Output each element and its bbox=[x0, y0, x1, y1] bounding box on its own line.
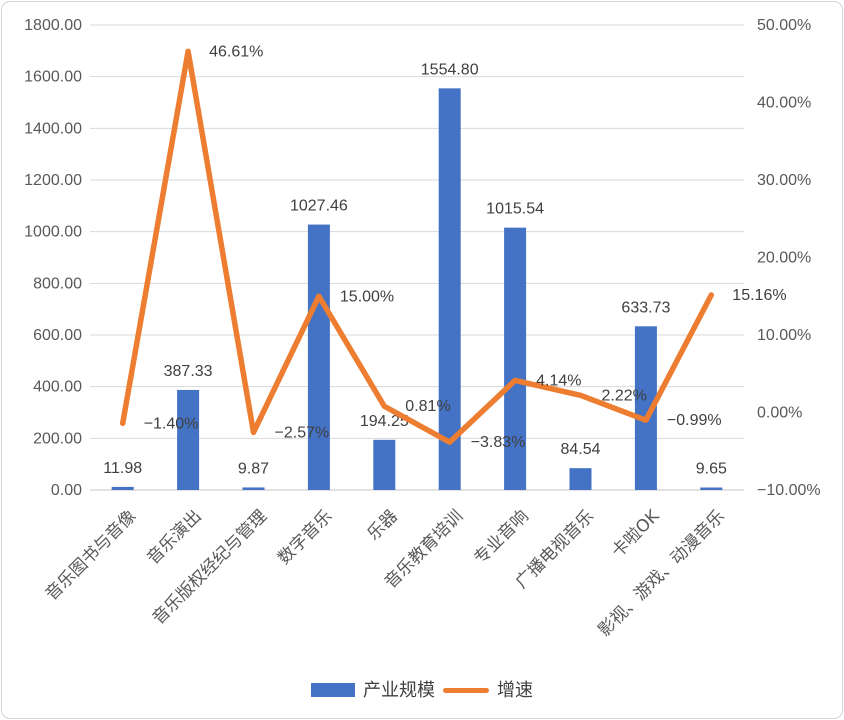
bar-label-5: 1554.80 bbox=[421, 61, 479, 78]
right-axis-tick: 10.00% bbox=[757, 327, 811, 344]
bar-4[interactable] bbox=[373, 439, 396, 490]
left-axis-tick: 1200.00 bbox=[24, 172, 82, 189]
bar-label-0: 11.98 bbox=[103, 460, 142, 477]
legend-item-industry-scale[interactable]: 产业规模 bbox=[363, 680, 435, 700]
left-axis-tick: 0.00 bbox=[51, 482, 82, 499]
category-label-1: 音乐演出 bbox=[143, 506, 205, 568]
left-axis-tick: 1600.00 bbox=[24, 69, 82, 86]
bar-6[interactable] bbox=[504, 227, 527, 490]
category-label-4: 乐器 bbox=[364, 506, 402, 544]
bar-0[interactable] bbox=[111, 486, 134, 490]
chart-legend: 产业规模 增速 bbox=[2, 678, 842, 702]
line-label-4: 0.81% bbox=[405, 398, 450, 415]
bar-label-2: 9.87 bbox=[238, 460, 269, 477]
right-axis-tick: 30.00% bbox=[757, 172, 811, 189]
bar-2[interactable] bbox=[242, 487, 265, 490]
category-label-0: 音乐图书与音像 bbox=[42, 506, 140, 604]
legend-item-growth-rate[interactable]: 增速 bbox=[497, 680, 533, 700]
line-label-5: −3.83% bbox=[471, 434, 526, 451]
bar-3[interactable] bbox=[307, 224, 330, 491]
right-axis-tick: 0.00% bbox=[757, 405, 802, 422]
bar-8[interactable] bbox=[634, 326, 657, 490]
right-axis-tick: 40.00% bbox=[757, 95, 811, 112]
line-label-6: 4.14% bbox=[536, 372, 581, 389]
line-label-8: −0.99% bbox=[667, 412, 722, 429]
line-label-0: −1.40% bbox=[144, 415, 199, 432]
growth-line[interactable] bbox=[119, 48, 715, 445]
bar-label-8: 633.73 bbox=[621, 299, 670, 316]
category-label-2: 音乐版权经纪与管理 bbox=[149, 506, 271, 628]
bar-label-9: 9.65 bbox=[696, 461, 727, 478]
category-label-9: 影视、游戏、动漫音乐 bbox=[594, 506, 728, 640]
line-label-2: −2.57% bbox=[275, 424, 330, 441]
line-label-9: 15.16% bbox=[732, 287, 786, 304]
right-axis-tick: 20.00% bbox=[757, 250, 811, 267]
left-axis-tick: 1400.00 bbox=[24, 120, 82, 137]
legend-line-swatch bbox=[443, 687, 489, 693]
left-axis-tick: 800.00 bbox=[33, 275, 82, 292]
bar-9[interactable] bbox=[700, 487, 723, 490]
bar-1[interactable] bbox=[177, 389, 200, 490]
legend-bar-swatch bbox=[311, 683, 355, 697]
bar-label-1: 387.33 bbox=[164, 363, 213, 380]
bar-5[interactable] bbox=[438, 88, 461, 491]
category-label-3: 数字音乐 bbox=[274, 506, 336, 568]
left-axis-tick: 200.00 bbox=[33, 430, 82, 447]
left-axis-tick: 1800.00 bbox=[24, 17, 82, 34]
bar-label-7: 84.54 bbox=[560, 441, 600, 458]
bar-7[interactable] bbox=[569, 468, 592, 490]
line-label-3: 15.00% bbox=[340, 288, 394, 305]
category-label-8: 卡啦OK bbox=[608, 506, 664, 562]
line-label-7: 2.22% bbox=[602, 387, 647, 404]
left-axis-tick: 600.00 bbox=[33, 327, 82, 344]
bar-label-3: 1027.46 bbox=[290, 198, 348, 215]
bar-label-6: 1015.54 bbox=[486, 201, 544, 218]
bar-label-4: 194.25 bbox=[360, 413, 409, 430]
left-axis-tick: 400.00 bbox=[33, 379, 82, 396]
line-label-1: 46.61% bbox=[209, 43, 263, 60]
category-label-6: 专业音响 bbox=[470, 506, 532, 568]
left-axis-tick: 1000.00 bbox=[24, 224, 82, 241]
right-axis-tick: 50.00% bbox=[757, 17, 811, 34]
right-axis-tick: −10.00% bbox=[757, 482, 821, 499]
